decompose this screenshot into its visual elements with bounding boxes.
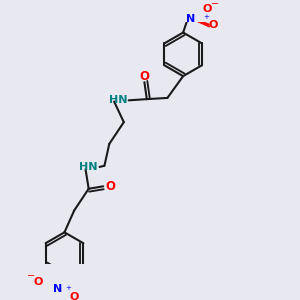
Text: N: N <box>52 284 62 294</box>
Text: O: O <box>70 292 79 300</box>
Text: HN: HN <box>80 162 98 172</box>
Text: +: + <box>203 14 209 20</box>
Text: −: − <box>211 0 219 9</box>
Text: HN: HN <box>109 95 127 105</box>
Text: O: O <box>209 20 218 30</box>
Text: O: O <box>106 180 116 193</box>
Text: N: N <box>186 14 195 24</box>
Text: −: − <box>26 271 34 281</box>
Text: O: O <box>33 277 43 287</box>
Text: +: + <box>65 285 71 291</box>
Text: O: O <box>140 70 149 83</box>
Text: O: O <box>203 4 212 14</box>
